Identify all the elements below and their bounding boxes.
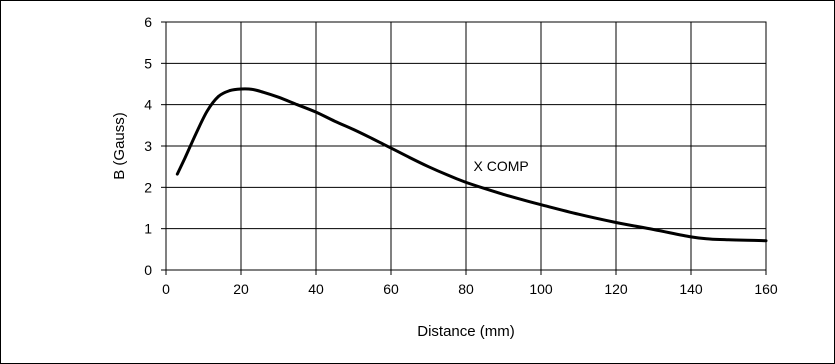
tick-labels: 0 20 40 60 80 100 120 140 160 0 1 2 3 4 5 6 [144, 14, 778, 297]
x-tick-label: 40 [308, 281, 324, 297]
x-axis-title: Distance (mm) [417, 323, 515, 340]
x-tick-label: 80 [458, 281, 474, 297]
x-tick-label: 100 [529, 281, 553, 297]
x-tick-label: 120 [604, 281, 628, 297]
series-annotation-label: X COMP [474, 158, 529, 174]
x-tick-label: 160 [754, 281, 778, 297]
y-tick-label: 3 [144, 138, 152, 154]
y-tick-label: 0 [144, 262, 152, 278]
annotations: X COMP [474, 158, 529, 174]
y-axis-title: B (Gauss) [111, 112, 128, 180]
y-tick-label: 1 [144, 221, 152, 237]
x-comp-series-line [175, 87, 768, 243]
y-tick-label: 2 [144, 179, 152, 195]
x-tick-label: 20 [233, 281, 249, 297]
y-tick-label: 4 [144, 97, 152, 113]
x-tick-label: 60 [383, 281, 399, 297]
y-tick-label: 6 [144, 14, 152, 30]
y-tick-label: 5 [144, 55, 152, 71]
x-tick-label: 140 [679, 281, 703, 297]
x-tick-label: 0 [162, 281, 170, 297]
